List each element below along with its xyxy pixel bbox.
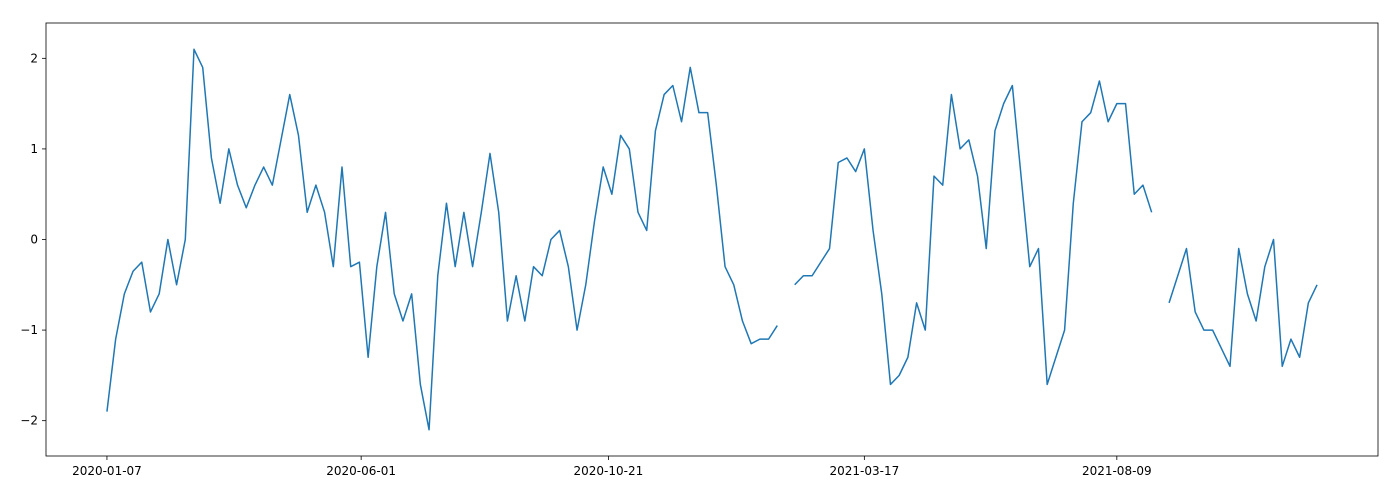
- x-tick-label: 2020-06-01: [326, 464, 396, 478]
- y-tick-label: −2: [20, 414, 38, 428]
- plot-frame: [45, 22, 1379, 457]
- x-tick-label: 2021-08-09: [1082, 464, 1152, 478]
- x-tick-label: 2021-03-17: [829, 464, 899, 478]
- y-tick-label: 2: [30, 51, 38, 65]
- x-tick-label: 2020-01-07: [72, 464, 142, 478]
- y-tick-label: −1: [20, 323, 38, 337]
- data-line: [106, 48, 1318, 431]
- y-tick-label: 0: [30, 233, 38, 247]
- y-tick-label: 1: [30, 142, 38, 156]
- x-tick-label: 2020-10-21: [574, 464, 644, 478]
